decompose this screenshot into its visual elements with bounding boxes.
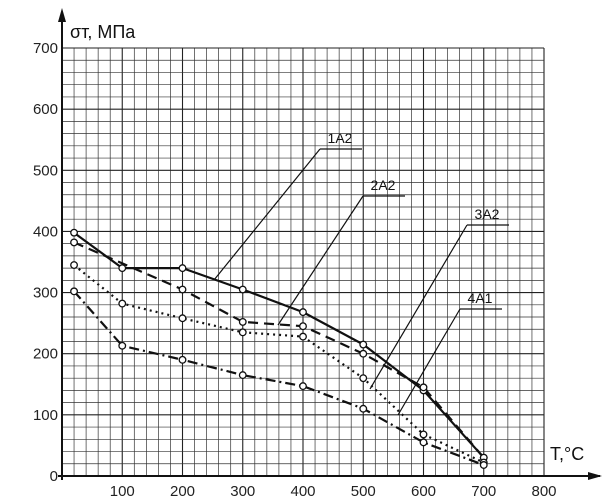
y-tick-label: 600 <box>33 101 58 118</box>
series-line-4 <box>73 290 485 467</box>
data-point <box>479 461 488 469</box>
data-point <box>238 317 247 326</box>
y-tick-label: 700 <box>33 40 58 57</box>
data-point <box>238 328 247 337</box>
data-point <box>70 238 78 247</box>
y-tick-label: 100 <box>33 407 58 424</box>
callout-leader <box>277 195 364 326</box>
x-tick-label: 600 <box>411 483 436 500</box>
series-callouts: 1А2 2А2 3А2 4А1 <box>213 130 509 416</box>
x-tick-label: 100 <box>110 483 135 500</box>
x-axis-arrow <box>588 472 602 480</box>
data-point <box>178 285 187 294</box>
series-points <box>70 228 488 469</box>
data-point <box>238 285 247 294</box>
data-point <box>359 374 368 383</box>
data-point <box>299 308 307 317</box>
callout-leader <box>369 224 468 390</box>
data-point <box>359 340 368 349</box>
data-point <box>299 322 307 331</box>
data-point <box>359 349 368 358</box>
callout-leader <box>397 308 461 416</box>
y-tick-label: 400 <box>33 223 58 240</box>
x-tick-label: 400 <box>290 483 315 500</box>
callout-leader <box>213 148 321 281</box>
grid <box>61 47 545 477</box>
data-point <box>299 332 307 341</box>
series-label: 1А2 <box>328 130 353 146</box>
tick-labels: 0 100 200 300 400 500 600 700 100 200 300 400 500 600… <box>33 40 557 500</box>
data-point <box>70 261 78 270</box>
x-axis-title: T,°C <box>550 444 584 464</box>
data-point <box>178 355 187 364</box>
x-tick-label: 800 <box>531 483 556 500</box>
data-point <box>419 383 428 392</box>
data-point <box>238 371 247 380</box>
series-label: 4А1 <box>468 290 493 306</box>
series-label: 2А2 <box>371 177 396 193</box>
data-point <box>299 382 307 391</box>
series-label: 3А2 <box>475 206 500 222</box>
data-point <box>70 228 78 237</box>
data-point <box>178 264 187 273</box>
data-point <box>118 341 127 350</box>
x-tick-label: 300 <box>230 483 255 500</box>
x-tick-label: 200 <box>170 483 195 500</box>
x-tick-label: 700 <box>471 483 496 500</box>
data-point <box>118 264 127 273</box>
data-point <box>118 299 127 308</box>
y-tick-label: 200 <box>33 346 58 363</box>
y-tick-label: 500 <box>33 162 58 179</box>
x-tick-label: 500 <box>351 483 376 500</box>
y-axis-title: σт, МПа <box>70 22 136 42</box>
series-line-3 <box>73 264 485 464</box>
data-point <box>178 314 187 323</box>
data-point <box>359 404 368 413</box>
y-axis-arrow <box>58 8 66 22</box>
data-point <box>419 438 428 447</box>
data-point <box>419 430 428 439</box>
y-tick-label: 0 <box>50 468 58 485</box>
data-point <box>70 287 78 296</box>
axes <box>58 8 602 480</box>
y-tick-label: 300 <box>33 285 58 302</box>
